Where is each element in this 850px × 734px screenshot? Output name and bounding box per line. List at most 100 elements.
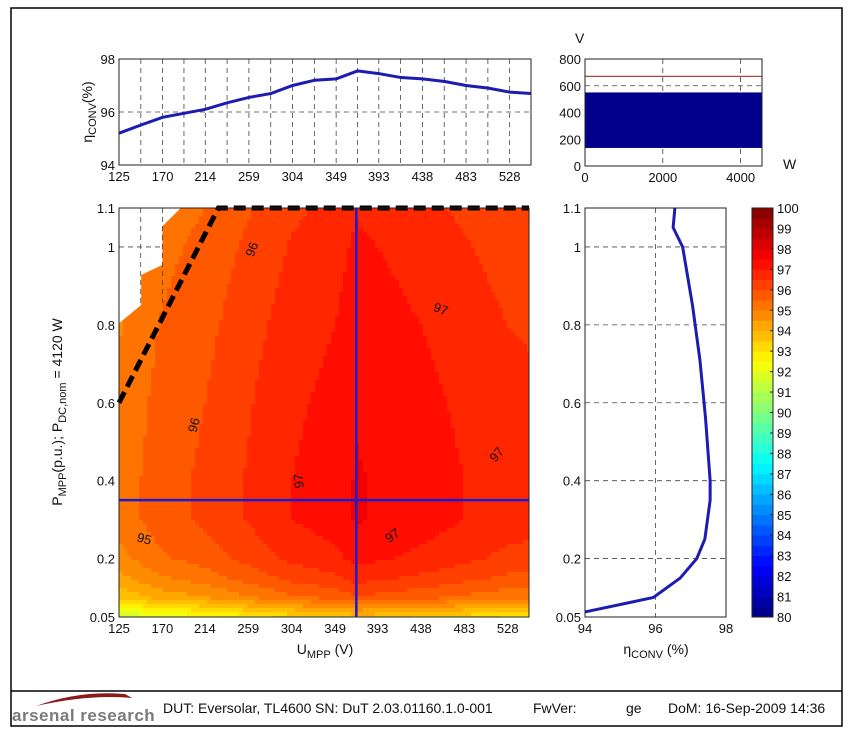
contour-cell — [211, 420, 216, 425]
contour-cell — [215, 288, 220, 293]
contour-cell — [275, 588, 280, 593]
contour-cell — [139, 480, 144, 485]
contour-cell — [275, 592, 280, 597]
contour-cell — [243, 316, 248, 321]
contour-cell — [299, 384, 304, 389]
contour-cell — [211, 232, 216, 237]
contour-cell — [219, 400, 224, 405]
contour-cell — [259, 252, 264, 257]
contour-cell — [179, 552, 184, 557]
contour-cell — [275, 348, 280, 353]
contour-cell — [251, 296, 256, 301]
contour-cell — [155, 584, 160, 589]
contour-cell — [151, 316, 156, 321]
contour-cell — [247, 612, 252, 617]
contour-cell — [195, 524, 200, 529]
contour-cell — [235, 548, 240, 553]
contour-cell — [183, 528, 188, 533]
contour-cell — [215, 244, 220, 249]
contour-cell — [167, 348, 172, 353]
contour-cell — [295, 568, 300, 573]
contour-cell — [147, 420, 152, 425]
contour-cell — [187, 208, 192, 213]
contour-cell — [291, 532, 296, 537]
contour-cell — [231, 516, 236, 521]
contour-cell — [219, 540, 224, 545]
contour-cell — [123, 536, 128, 541]
contour-cell — [231, 412, 236, 417]
contour-cell — [151, 532, 156, 537]
contour-cell — [251, 532, 256, 537]
contour-cell — [307, 272, 312, 277]
contour-cell — [263, 536, 268, 541]
contour-cell — [147, 612, 152, 617]
contour-cell — [179, 436, 184, 441]
contour-cell — [235, 516, 240, 521]
contour-cell — [211, 604, 216, 609]
contour-cell — [187, 548, 192, 553]
contour-cell — [211, 260, 216, 265]
contour-cell — [203, 256, 208, 261]
contour-cell — [303, 500, 308, 505]
contour-cell — [307, 604, 312, 609]
contour-cell — [163, 592, 168, 597]
contour-cell — [251, 544, 256, 549]
contour-cell — [207, 532, 212, 537]
contour-cell — [243, 552, 248, 557]
contour-cell — [299, 572, 304, 577]
contour-cell — [219, 460, 224, 465]
contour-cell — [279, 388, 284, 393]
contour-cell — [283, 592, 288, 597]
contour-cell — [251, 368, 256, 373]
contour-cell — [143, 548, 148, 553]
contour-cell — [303, 524, 308, 529]
contour-cell — [207, 280, 212, 285]
contour-cell — [163, 292, 168, 297]
contour-cell — [191, 344, 196, 349]
contour-cell — [279, 588, 284, 593]
contour-cell — [219, 368, 224, 373]
contour-cell — [223, 588, 228, 593]
contour-cell — [191, 584, 196, 589]
contour-cell — [131, 336, 136, 341]
contour-cell — [195, 464, 200, 469]
contour-cell — [299, 584, 304, 589]
contour-cell — [143, 460, 148, 465]
contour-cell — [159, 328, 164, 333]
contour-cell — [119, 596, 124, 601]
contour-cell — [179, 288, 184, 293]
contour-cell — [263, 448, 268, 453]
contour-cell — [299, 288, 304, 293]
contour-cell — [275, 552, 280, 557]
contour-cell — [155, 404, 160, 409]
contour-cell — [123, 436, 128, 441]
contour-cell — [259, 504, 264, 509]
contour-cell — [203, 524, 208, 529]
contour-cell — [295, 612, 300, 617]
contour-cell — [131, 484, 136, 489]
contour-cell — [143, 416, 148, 421]
contour-cell — [299, 276, 304, 281]
contour-cell — [139, 604, 144, 609]
contour-cell — [227, 440, 232, 445]
contour-cell — [163, 408, 168, 413]
contour-cell — [227, 240, 232, 245]
contour-cell — [199, 292, 204, 297]
contour-cell — [291, 388, 296, 393]
contour-cell — [307, 540, 312, 545]
contour-cell — [235, 224, 240, 229]
contour-cell — [263, 252, 268, 257]
contour-cell — [147, 436, 152, 441]
contour-cell — [191, 372, 196, 377]
contour-cell — [291, 236, 296, 241]
contour-cell — [163, 384, 168, 389]
contour-cell — [123, 532, 128, 537]
contour-cell — [195, 588, 200, 593]
contour-cell — [275, 308, 280, 313]
contour-cell — [263, 352, 268, 357]
contour-cell — [183, 408, 188, 413]
contour-cell — [287, 420, 292, 425]
contour-cell — [307, 408, 312, 413]
contour-cell — [267, 240, 272, 245]
contour-cell — [231, 308, 236, 313]
